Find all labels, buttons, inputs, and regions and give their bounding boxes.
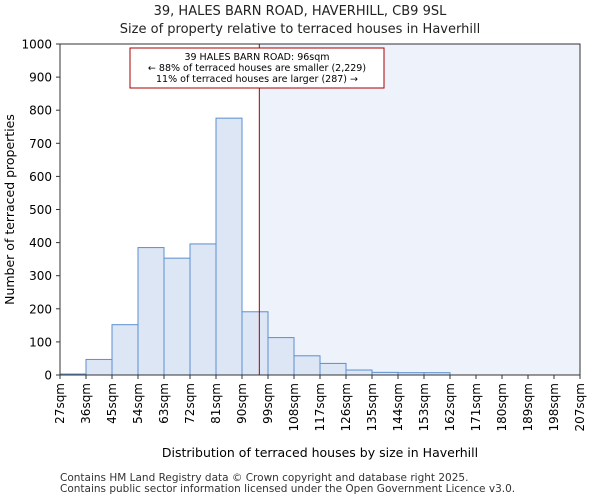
chart-title-address: 39, HALES BARN ROAD, HAVERHILL, CB9 9SL	[153, 4, 447, 19]
y-tick-label: 600	[29, 170, 52, 184]
chart-title: Size of property relative to terraced ho…	[119, 22, 481, 37]
bar-36sqm	[85, 358, 113, 376]
bar-45sqm	[111, 324, 139, 376]
x-tick-label: 171sqm	[469, 383, 483, 431]
bar-63sqm	[163, 257, 191, 376]
x-tick-label: 99sqm	[261, 383, 275, 424]
x-tick-label: 198sqm	[547, 383, 561, 431]
y-axis-label: Number of terraced properties	[2, 114, 17, 305]
bar-108sqm	[293, 355, 321, 376]
y-tick-label: 700	[29, 137, 52, 151]
y-tick-label: 200	[29, 302, 52, 316]
x-tick-label: 27sqm	[53, 383, 67, 424]
larger-region-shade	[259, 44, 580, 375]
y-tick-label: 1000	[21, 38, 52, 52]
plot-frame	[59, 43, 581, 376]
y-tick-label: 300	[29, 269, 52, 283]
x-tick-label: 135sqm	[365, 383, 379, 431]
annotation-box	[129, 47, 385, 89]
y-tick-label: 500	[29, 203, 52, 217]
x-tick-label: 72sqm	[183, 383, 197, 424]
x-tick-label: 144sqm	[391, 383, 405, 431]
annotation-line-2: ← 88% of terraced houses are smaller (2,…	[148, 63, 366, 74]
x-tick-label: 153sqm	[417, 383, 431, 431]
y-tick-label: 900	[29, 71, 52, 85]
x-tick-label: 162sqm	[443, 383, 457, 431]
bar-72sqm	[189, 243, 217, 376]
x-tick-label: 126sqm	[339, 383, 353, 431]
y-tick-label: 0	[44, 369, 52, 383]
bar-54sqm	[137, 247, 165, 376]
bar-126sqm	[345, 369, 373, 376]
x-tick-label: 54sqm	[131, 383, 145, 424]
footer-copyright: Contains HM Land Registry data © Crown c…	[60, 472, 469, 484]
histogram-chart: 0 100 200 300 400 500 600 700 800 900 1000 27sqm 36s…	[2, 38, 587, 461]
x-tick-label: 90sqm	[235, 383, 249, 424]
x-axis-label: Distribution of terraced houses by size …	[162, 445, 478, 460]
x-tick-label: 117sqm	[313, 383, 327, 431]
bar-90sqm	[241, 311, 269, 376]
x-tick-label: 189sqm	[521, 383, 535, 431]
footer-licence: Contains public sector information licen…	[60, 483, 516, 495]
x-tick-label: 45sqm	[105, 383, 119, 424]
y-tick-label: 400	[29, 236, 52, 250]
y-tick-label: 800	[29, 104, 52, 118]
x-tick-label: 81sqm	[209, 383, 223, 424]
bar-99sqm	[267, 337, 295, 376]
annotation-line-1: 39 HALES BARN ROAD: 96sqm	[184, 52, 329, 63]
x-tick-label: 108sqm	[287, 383, 301, 431]
bar-117sqm	[319, 362, 347, 376]
x-tick-label: 63sqm	[157, 383, 171, 424]
x-tick-label: 36sqm	[79, 383, 93, 424]
x-tick-label: 180sqm	[495, 383, 509, 431]
y-tick-label: 100	[29, 335, 52, 349]
annotation-line-3: 11% of terraced houses are larger (287) …	[156, 74, 358, 85]
x-tick-label: 207sqm	[573, 383, 587, 431]
bar-81sqm	[215, 117, 243, 376]
